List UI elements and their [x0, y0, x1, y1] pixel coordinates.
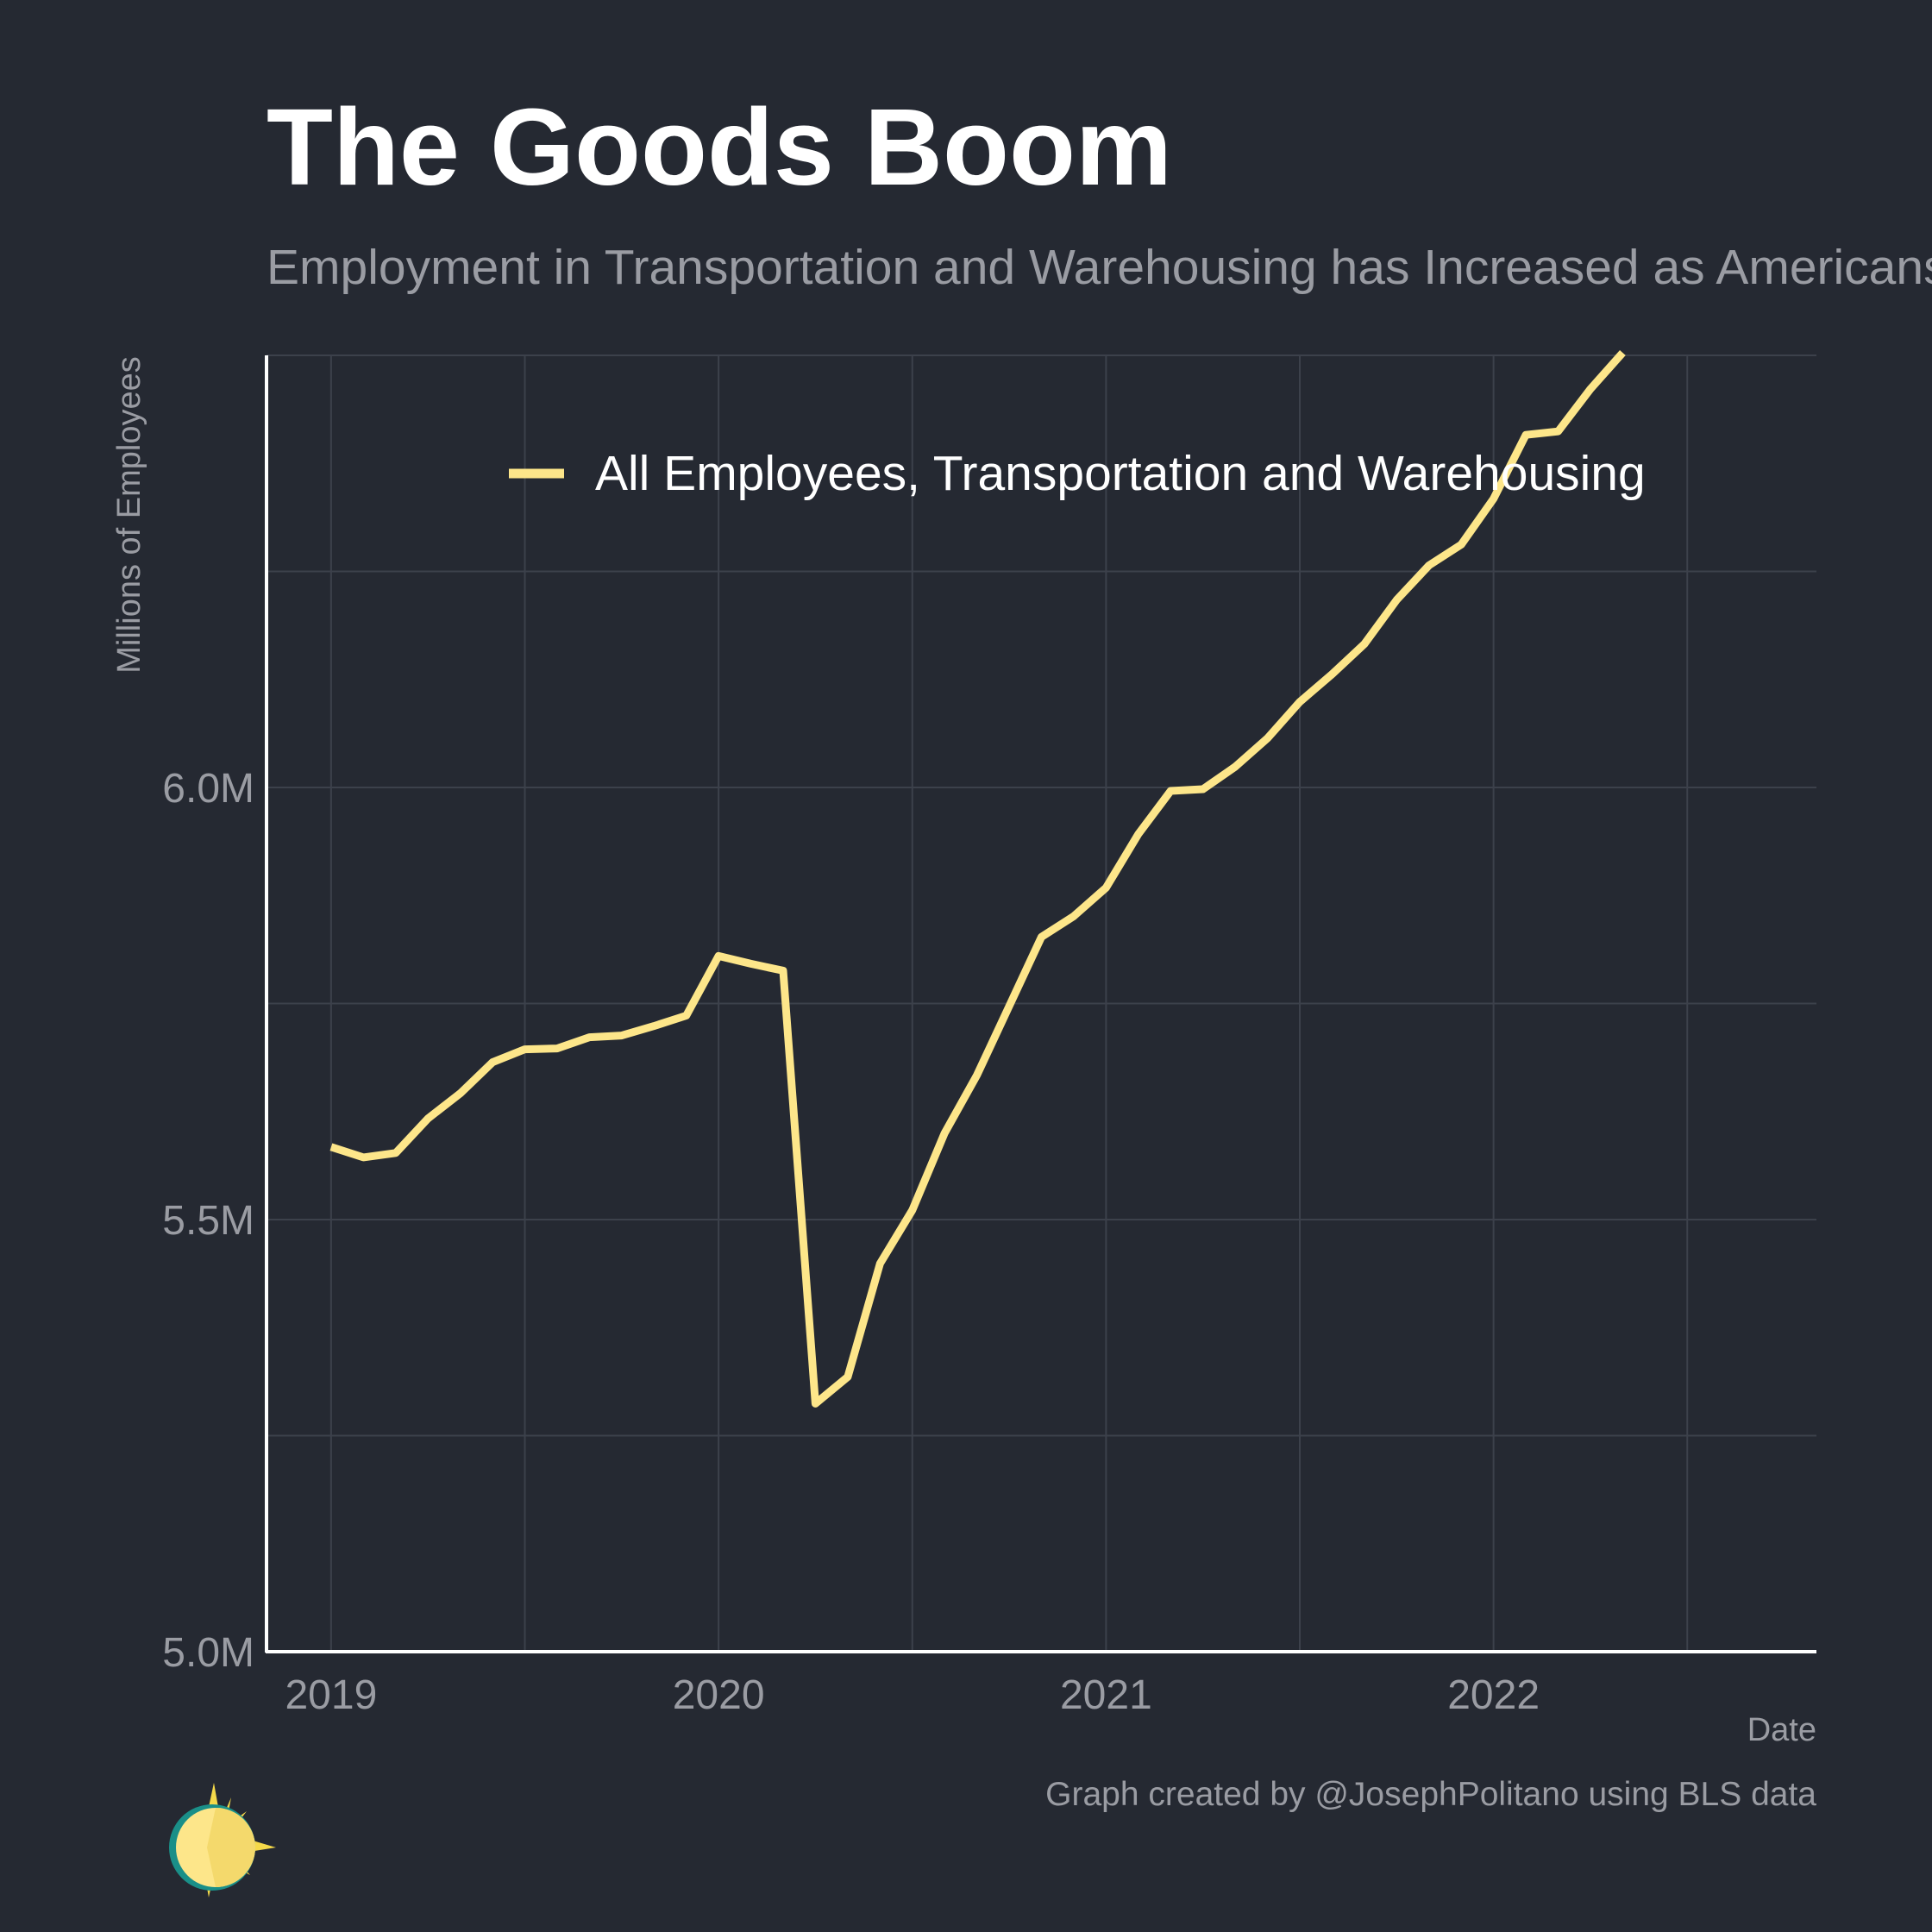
- y-tick-label: 5.5M: [162, 1198, 254, 1244]
- series-line: [329, 350, 1626, 1408]
- series-lines: [329, 350, 1626, 1408]
- chart-subtitle: Employment in Transportation and Warehou…: [267, 240, 1932, 295]
- y-tick-label: 6.0M: [162, 766, 254, 812]
- tick-labels: 5.0M 5.5M 6.0M 2019 2020 2021 2022: [162, 766, 1540, 1718]
- x-tick-label: 2019: [285, 1672, 377, 1718]
- y-axis-label: Millions of Employees: [111, 356, 147, 673]
- source-caption: Graph created by @JosephPolitano using B…: [1045, 1776, 1816, 1813]
- x-tick-label: 2022: [1447, 1672, 1540, 1718]
- grid-lines: [267, 354, 1816, 1652]
- chart-title: The Goods Boom: [267, 86, 1172, 208]
- x-axis-label: Date: [1747, 1712, 1816, 1748]
- y-tick-label: 5.0M: [162, 1630, 254, 1676]
- x-tick-label: 2021: [1060, 1672, 1152, 1718]
- x-tick-label: 2020: [673, 1672, 765, 1718]
- axes: [265, 355, 1816, 1653]
- legend: All Employees, Transportation and Wareho…: [509, 446, 1646, 501]
- sun-logo-icon: [169, 1783, 276, 1898]
- legend-label: All Employees, Transportation and Wareho…: [595, 446, 1646, 501]
